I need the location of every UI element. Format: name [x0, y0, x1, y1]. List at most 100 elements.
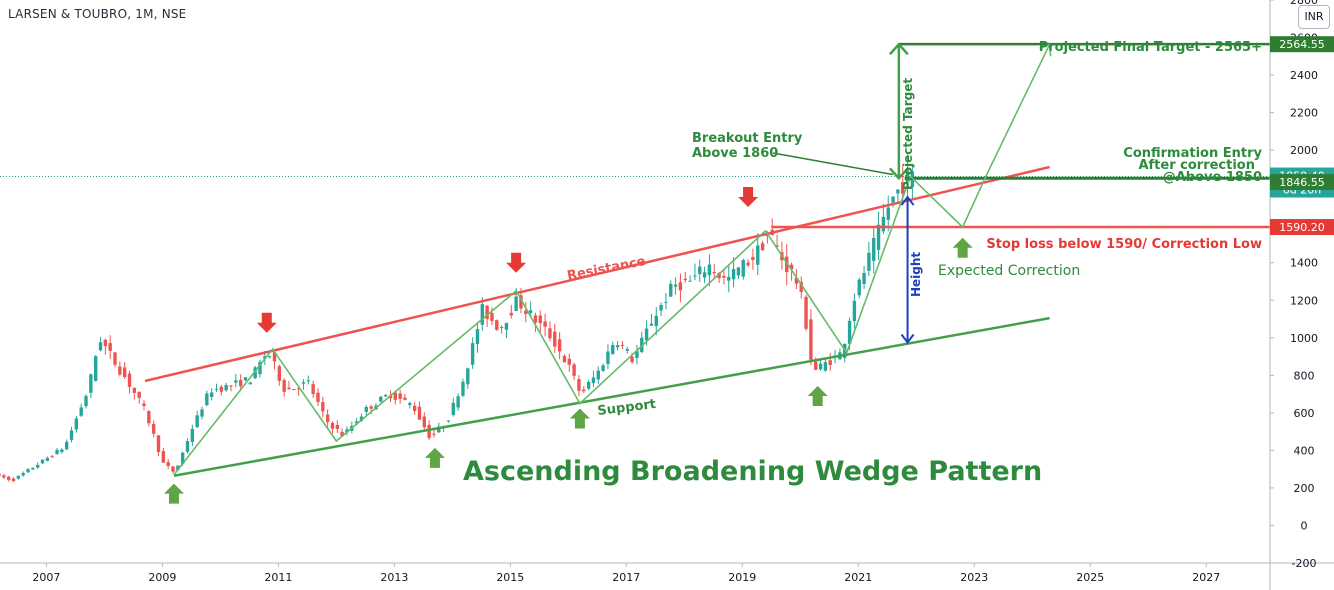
candle-body	[258, 361, 262, 375]
candle-body	[354, 421, 359, 424]
projected-target-arrow-top	[888, 42, 909, 56]
candle-body	[234, 380, 238, 383]
candle-body	[567, 358, 571, 365]
candle-body	[369, 406, 373, 409]
price-badge-bg	[1270, 174, 1334, 191]
height-arrow-bottom	[900, 333, 915, 345]
candle-body	[161, 451, 166, 463]
candle-body	[26, 469, 30, 473]
candle-body	[785, 256, 789, 272]
candle-body	[775, 245, 779, 247]
candle-body	[316, 392, 320, 402]
candle-body	[756, 245, 760, 265]
price-tick-label: 1400	[1290, 257, 1318, 270]
candle-body	[238, 379, 243, 387]
symbol-header: LARSEN & TOUBRO, 1M, NSE	[8, 7, 187, 21]
candle-body	[799, 281, 803, 292]
candle-body	[417, 406, 422, 420]
candle-body	[741, 260, 745, 277]
candle-body	[654, 315, 658, 327]
candle-body	[659, 304, 663, 311]
pattern-lines	[0, 42, 1270, 477]
candle-body	[200, 409, 204, 417]
candle-body	[412, 405, 417, 411]
candle-body	[586, 381, 591, 389]
support-touch-arrow	[952, 237, 973, 258]
candle-body	[852, 300, 857, 321]
candle-body	[89, 374, 93, 393]
price-tick-label: 800	[1294, 369, 1315, 382]
candle-body	[683, 278, 687, 281]
candle-body	[635, 351, 639, 358]
candle-body	[147, 411, 151, 424]
price-badge-bg	[1270, 219, 1334, 236]
candle-body	[277, 366, 282, 381]
candle-body	[451, 402, 455, 416]
time-tick-label: 2021	[844, 571, 872, 584]
time-tick-label: 2009	[148, 571, 176, 584]
candle-body	[11, 478, 16, 482]
candle-body	[248, 382, 253, 385]
price-badge-value: 1590.20	[1279, 221, 1325, 234]
time-tick-label: 2015	[496, 571, 524, 584]
candle-body	[673, 284, 678, 287]
candle-body	[615, 345, 620, 348]
candle-body	[427, 424, 431, 438]
candle-body	[519, 295, 523, 309]
candle-body	[649, 323, 654, 326]
price-tick-label: 400	[1294, 444, 1315, 457]
price-tick-label: 0	[1301, 519, 1308, 532]
candle-body	[867, 252, 871, 271]
candle-body	[408, 403, 412, 405]
candle-body	[214, 388, 219, 390]
projection-arrowhead	[1039, 43, 1052, 57]
candle-body	[93, 356, 98, 381]
projected-final-label: Projected Final Target - 2565+	[1039, 40, 1262, 55]
candle-body	[818, 363, 823, 370]
candle-body	[731, 269, 736, 280]
price-tick-label: 600	[1294, 407, 1315, 420]
resistance-line	[144, 165, 1050, 383]
candle-body	[499, 327, 504, 329]
candle-body	[828, 360, 832, 365]
candle-body	[557, 339, 562, 352]
price-tick-label: 1000	[1290, 332, 1318, 345]
candle-body	[553, 331, 557, 347]
price-tick-label: 200	[1294, 482, 1315, 495]
candle-body	[881, 216, 886, 232]
candle-body	[562, 355, 567, 363]
support-touch-arrow	[163, 483, 184, 504]
price-tick-label: 1200	[1290, 294, 1318, 307]
price-tick-label: -200	[1292, 557, 1317, 570]
candle-body	[548, 328, 552, 339]
candle-body	[596, 370, 600, 380]
price-tick-label: 2200	[1290, 107, 1318, 120]
candles	[0, 154, 915, 483]
resistance-touch-arrow	[738, 187, 759, 208]
candle-body	[287, 387, 291, 390]
annotations: Ascending Broadening Wedge Pattern Resist…	[463, 40, 1263, 487]
candle-body	[263, 356, 267, 359]
time-tick-label: 2025	[1076, 571, 1104, 584]
candle-body	[862, 272, 866, 284]
candle-body	[702, 272, 707, 278]
candle-body	[190, 428, 195, 442]
candle-body	[272, 352, 277, 362]
candle-body	[311, 384, 315, 395]
expected-correction-label: Expected Correction	[938, 263, 1080, 279]
candle-body	[60, 449, 64, 453]
candle-body	[151, 424, 156, 434]
currency-button[interactable]: INR	[1298, 5, 1330, 29]
candle-body	[84, 396, 88, 407]
candle-body	[98, 342, 103, 351]
candle-body	[504, 322, 509, 330]
support-touch-arrow	[424, 447, 445, 468]
confirmation-label-line3: @Above 1850	[1163, 170, 1262, 185]
candle-body	[896, 189, 900, 194]
height-label: Height	[909, 252, 923, 297]
candle-body	[340, 432, 344, 437]
candle-body	[736, 267, 741, 276]
candle-body	[572, 364, 576, 376]
